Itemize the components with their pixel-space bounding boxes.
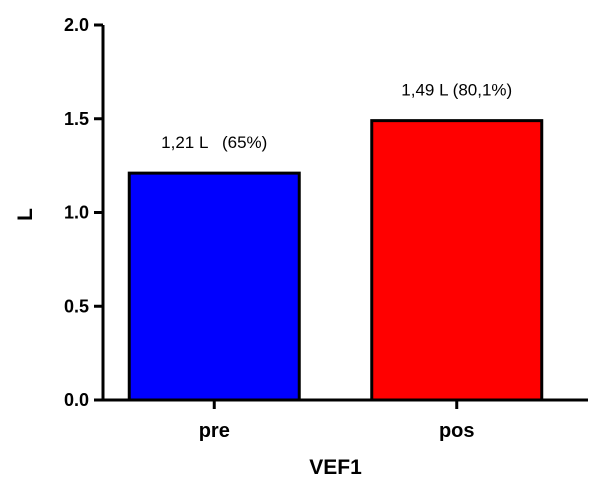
x-axis-title: VEF1	[309, 456, 362, 479]
bar-pre	[127, 171, 301, 402]
bar-pos	[370, 119, 544, 402]
x-tick-label: pos	[439, 420, 475, 442]
y-tick-label: 1.0	[64, 203, 89, 223]
bars	[127, 119, 544, 402]
y-tick-label: 0.0	[64, 390, 89, 410]
y-tick-label: 1.5	[64, 109, 89, 129]
x-tick-label: pre	[199, 420, 230, 442]
y-axis-title: L	[14, 208, 37, 221]
data-label: 1,49 L (80,1%)	[401, 81, 512, 100]
y-axis: 0.0 0.5 1.0 1.5 2.0	[64, 15, 105, 410]
x-axis: pre pos	[103, 398, 588, 442]
y-tick-label: 0.5	[64, 296, 89, 316]
y-tick-label: 2.0	[64, 15, 89, 35]
data-labels: 1,21 L (65%) 1,49 L (80,1%)	[161, 81, 512, 153]
data-label: 1,21 L (65%)	[161, 133, 267, 152]
